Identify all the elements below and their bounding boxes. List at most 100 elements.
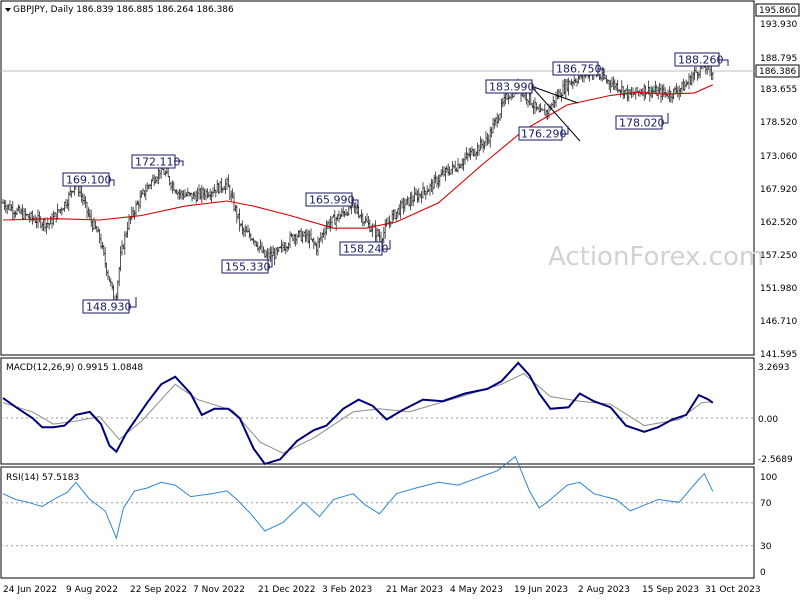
ohlc-bar: [463, 152, 467, 165]
ohlc-bar: [500, 98, 503, 119]
ohlc-bar: [6, 204, 9, 215]
ohlc-bar: [622, 85, 625, 100]
ohlc-bar: [140, 190, 143, 198]
x-tick: 22 Sep 2022: [130, 585, 187, 595]
ohlc-bar: [367, 216, 370, 228]
ohlc-bar: [126, 222, 129, 238]
ohlc-bar: [658, 82, 661, 94]
ohlc-bar: [288, 231, 292, 249]
ohlc-bar: [447, 163, 450, 176]
ohlc-bar: [104, 247, 107, 268]
y-tick: 183.655: [760, 85, 797, 95]
ohlc-bar: [468, 148, 471, 158]
ohlc-bar: [167, 167, 170, 178]
ohlc-bar: [276, 247, 279, 256]
ohlc-bar: [421, 182, 425, 199]
ohlc-bar: [358, 214, 362, 219]
ohlc-bar: [657, 86, 660, 100]
macd-tick: -2.5689: [758, 455, 793, 465]
ohlc-bar: [461, 158, 464, 170]
ohlc-bar: [287, 242, 290, 251]
ohlc-bar: [543, 103, 546, 116]
ohlc-bar: [535, 102, 538, 112]
watermark: ActionForex.com: [548, 242, 764, 272]
ohlc-bar: [557, 88, 560, 100]
ohlc-bar: [531, 102, 534, 108]
price-annotations: 169.100 172.110 148.930 155.330 165.990 …: [62, 52, 724, 314]
annotation-186750: 186.750: [556, 63, 602, 76]
ohlc-bar: [98, 229, 101, 244]
ohlc-bar: [692, 71, 695, 83]
ohlc-bar: [88, 208, 91, 220]
ohlc-bar: [137, 200, 140, 212]
ohlc-bar: [183, 189, 187, 198]
ohlc-bar: [368, 219, 371, 233]
ohlc-bar: [281, 241, 285, 253]
ohlc-bar: [209, 188, 212, 201]
ohlc-bar: [144, 184, 147, 201]
rsi-tick: 30: [760, 542, 772, 552]
rsi-header: RSI(14) 57.5183: [6, 473, 79, 483]
ohlc-bar: [237, 213, 240, 220]
ohlc-bar: [228, 184, 231, 200]
ohlc-bar: [669, 90, 672, 103]
ohlc-bar: [473, 148, 476, 157]
macd-tick: 3.2693: [758, 363, 790, 373]
ohlc-bar: [571, 80, 574, 90]
ohlc-bar: [402, 197, 405, 215]
ohlc-bar: [496, 112, 499, 128]
ohlc-bar: [329, 215, 332, 232]
annotation-155330: 155.330: [225, 261, 271, 274]
ohlc-bar: [318, 238, 321, 248]
ohlc-bar: [171, 180, 174, 194]
ohlc-bar: [451, 161, 454, 175]
ohlc-bar: [690, 71, 693, 86]
ohlc-bar: [295, 233, 299, 245]
ohlc-bar: [685, 79, 688, 88]
ohlc-bar: [539, 103, 542, 113]
ohlc-bar: [101, 242, 104, 250]
ohlc-bar: [470, 146, 474, 156]
ohlc-bar: [493, 118, 496, 129]
ohlc-bar: [32, 215, 35, 222]
macd-panel-frame: [0, 357, 755, 465]
ohlc-bar: [693, 67, 696, 81]
trendline-lower: [530, 85, 581, 142]
ohlc-bar: [55, 212, 58, 223]
current-price-label: 186.386: [759, 67, 796, 77]
rsi-tick: 0: [760, 568, 766, 578]
ohlc-bar: [711, 72, 714, 81]
ohlc-bar: [344, 209, 348, 216]
ohlc-bar: [484, 131, 488, 147]
ohlc-bar: [146, 182, 149, 192]
ohlc-bar: [671, 93, 674, 104]
ohlc-bar: [256, 241, 259, 252]
macd-y-axis: 3.2693 0.00 -2.5689: [758, 363, 793, 465]
y-tick: 162.520: [760, 218, 797, 228]
ohlc-bar: [24, 208, 27, 220]
ohlc-bar: [507, 93, 510, 105]
ohlc-bar: [3, 199, 6, 210]
ohlc-bar: [319, 232, 322, 242]
ohlc-bar: [339, 213, 342, 219]
ohlc-bar: [315, 242, 318, 256]
ohlc-bar: [696, 71, 699, 81]
ohlc-bar: [81, 192, 84, 206]
ohlc-bar: [125, 231, 128, 238]
ohlc-bar: [85, 201, 89, 219]
ohlc-bar: [200, 184, 203, 203]
ohlc-bar: [119, 246, 122, 272]
y-tick: 167.920: [760, 185, 797, 195]
ohlc-bar: [687, 72, 691, 90]
ohlc-bar: [249, 233, 252, 242]
annotation-169100: 169.100: [66, 174, 112, 187]
ohlc-bar: [239, 223, 243, 228]
annotation-172110: 172.110: [135, 156, 181, 169]
ohlc-bar: [650, 85, 653, 98]
ohlc-bars: [1, 54, 714, 314]
ohlc-bar: [182, 190, 185, 200]
ohlc-bar: [441, 166, 444, 176]
ohlc-bar: [634, 87, 637, 100]
ohlc-bar: [49, 216, 52, 225]
